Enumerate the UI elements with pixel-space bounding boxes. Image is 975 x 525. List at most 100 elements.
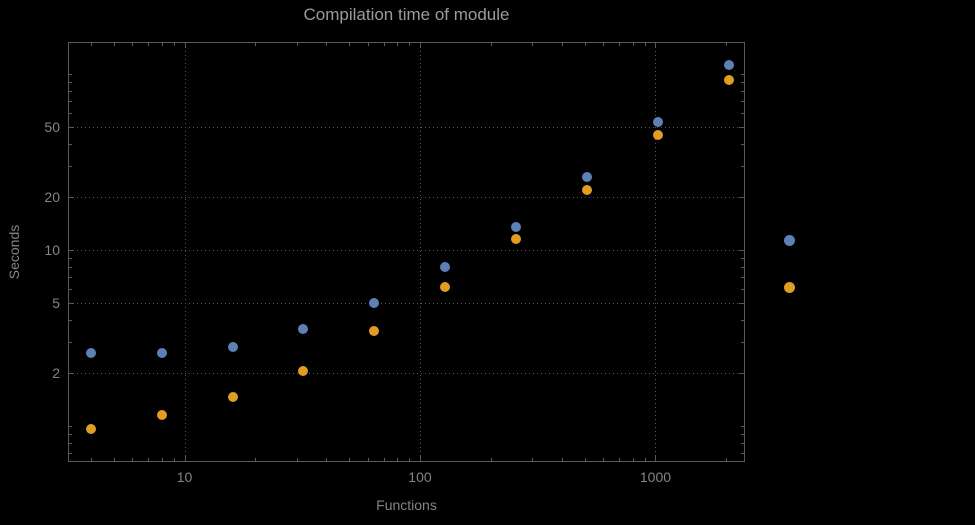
tick-mark bbox=[69, 257, 72, 259]
tick-mark bbox=[296, 458, 298, 461]
tick-mark bbox=[741, 90, 744, 92]
tick-mark bbox=[397, 458, 399, 461]
tick-mark bbox=[741, 165, 744, 167]
tick-mark bbox=[326, 458, 328, 461]
tick-mark bbox=[255, 43, 257, 46]
data-point bbox=[85, 347, 96, 358]
tick-mark bbox=[349, 43, 351, 46]
tick-mark bbox=[741, 112, 744, 114]
tick-mark bbox=[173, 43, 175, 46]
data-point bbox=[652, 117, 663, 128]
data-point bbox=[227, 392, 238, 403]
data-point bbox=[652, 129, 663, 140]
tick-mark bbox=[69, 288, 72, 290]
tick-mark bbox=[326, 43, 328, 46]
x-gridline bbox=[655, 43, 657, 461]
tick-mark bbox=[69, 302, 74, 304]
tick-mark bbox=[69, 372, 74, 374]
tick-mark bbox=[741, 143, 744, 145]
tick-mark bbox=[132, 458, 134, 461]
tick-mark bbox=[113, 458, 115, 461]
tick-mark bbox=[739, 196, 744, 198]
tick-mark bbox=[603, 458, 605, 461]
tick-mark bbox=[69, 433, 72, 435]
tick-mark bbox=[741, 425, 744, 427]
tick-mark bbox=[69, 266, 72, 268]
tick-mark bbox=[383, 458, 385, 461]
tick-mark bbox=[490, 458, 492, 461]
tick-mark bbox=[741, 257, 744, 259]
tick-mark bbox=[90, 43, 92, 46]
tick-mark bbox=[644, 458, 646, 461]
tick-mark bbox=[739, 249, 744, 251]
data-point bbox=[156, 347, 167, 358]
tick-mark bbox=[69, 319, 72, 321]
tick-mark bbox=[69, 276, 72, 278]
tick-mark bbox=[69, 112, 72, 114]
tick-mark bbox=[69, 341, 72, 343]
x-tick-label: 10 bbox=[176, 469, 193, 485]
series-2-marker bbox=[784, 282, 795, 293]
tick-mark bbox=[419, 456, 421, 461]
tick-mark bbox=[69, 101, 72, 103]
y-gridline bbox=[69, 196, 744, 198]
y-tick-label: 10 bbox=[44, 241, 60, 258]
y-gridline bbox=[69, 126, 744, 128]
tick-mark bbox=[739, 126, 744, 128]
data-point bbox=[298, 365, 309, 376]
tick-mark bbox=[161, 458, 163, 461]
tick-mark bbox=[397, 43, 399, 46]
tick-mark bbox=[173, 458, 175, 461]
tick-mark bbox=[90, 458, 92, 461]
tick-mark bbox=[69, 249, 74, 251]
tick-mark bbox=[726, 43, 728, 46]
tick-mark bbox=[490, 43, 492, 46]
tick-mark bbox=[113, 43, 115, 46]
tick-mark bbox=[741, 276, 744, 278]
y-tick-label: 5 bbox=[52, 294, 60, 311]
tick-mark bbox=[644, 43, 646, 46]
tick-mark bbox=[739, 302, 744, 304]
data-point bbox=[723, 59, 734, 70]
tick-mark bbox=[741, 266, 744, 268]
tick-mark bbox=[618, 43, 620, 46]
tick-mark bbox=[741, 442, 744, 444]
data-point bbox=[298, 323, 309, 334]
tick-mark bbox=[69, 126, 74, 128]
tick-mark bbox=[161, 43, 163, 46]
tick-mark bbox=[561, 43, 563, 46]
tick-mark bbox=[148, 458, 150, 461]
tick-mark bbox=[184, 456, 186, 461]
tick-mark bbox=[741, 101, 744, 103]
tick-mark bbox=[69, 196, 74, 198]
chart-title: Compilation time of module bbox=[303, 5, 510, 24]
tick-mark bbox=[409, 458, 411, 461]
data-point bbox=[156, 409, 167, 420]
data-point bbox=[369, 297, 380, 308]
tick-mark bbox=[655, 456, 657, 461]
y-gridline bbox=[69, 372, 744, 374]
tick-mark bbox=[618, 458, 620, 461]
tick-mark bbox=[561, 458, 563, 461]
tick-mark bbox=[69, 82, 72, 83]
data-point bbox=[511, 221, 522, 232]
tick-mark bbox=[741, 452, 744, 454]
x-gridline bbox=[184, 43, 186, 461]
tick-mark bbox=[741, 73, 744, 75]
tick-mark bbox=[383, 43, 385, 46]
tick-mark bbox=[726, 458, 728, 461]
tick-mark bbox=[741, 341, 744, 343]
tick-mark bbox=[739, 372, 744, 374]
x-gridline bbox=[419, 43, 421, 461]
tick-mark bbox=[69, 73, 72, 75]
tick-mark bbox=[655, 43, 657, 48]
y-gridline bbox=[69, 249, 744, 251]
x-tick-label: 100 bbox=[408, 469, 432, 485]
tick-mark bbox=[741, 82, 744, 83]
tick-mark bbox=[69, 442, 72, 444]
tick-mark bbox=[419, 43, 421, 48]
data-point bbox=[582, 184, 592, 195]
tick-mark bbox=[132, 43, 134, 46]
tick-mark bbox=[148, 43, 150, 46]
